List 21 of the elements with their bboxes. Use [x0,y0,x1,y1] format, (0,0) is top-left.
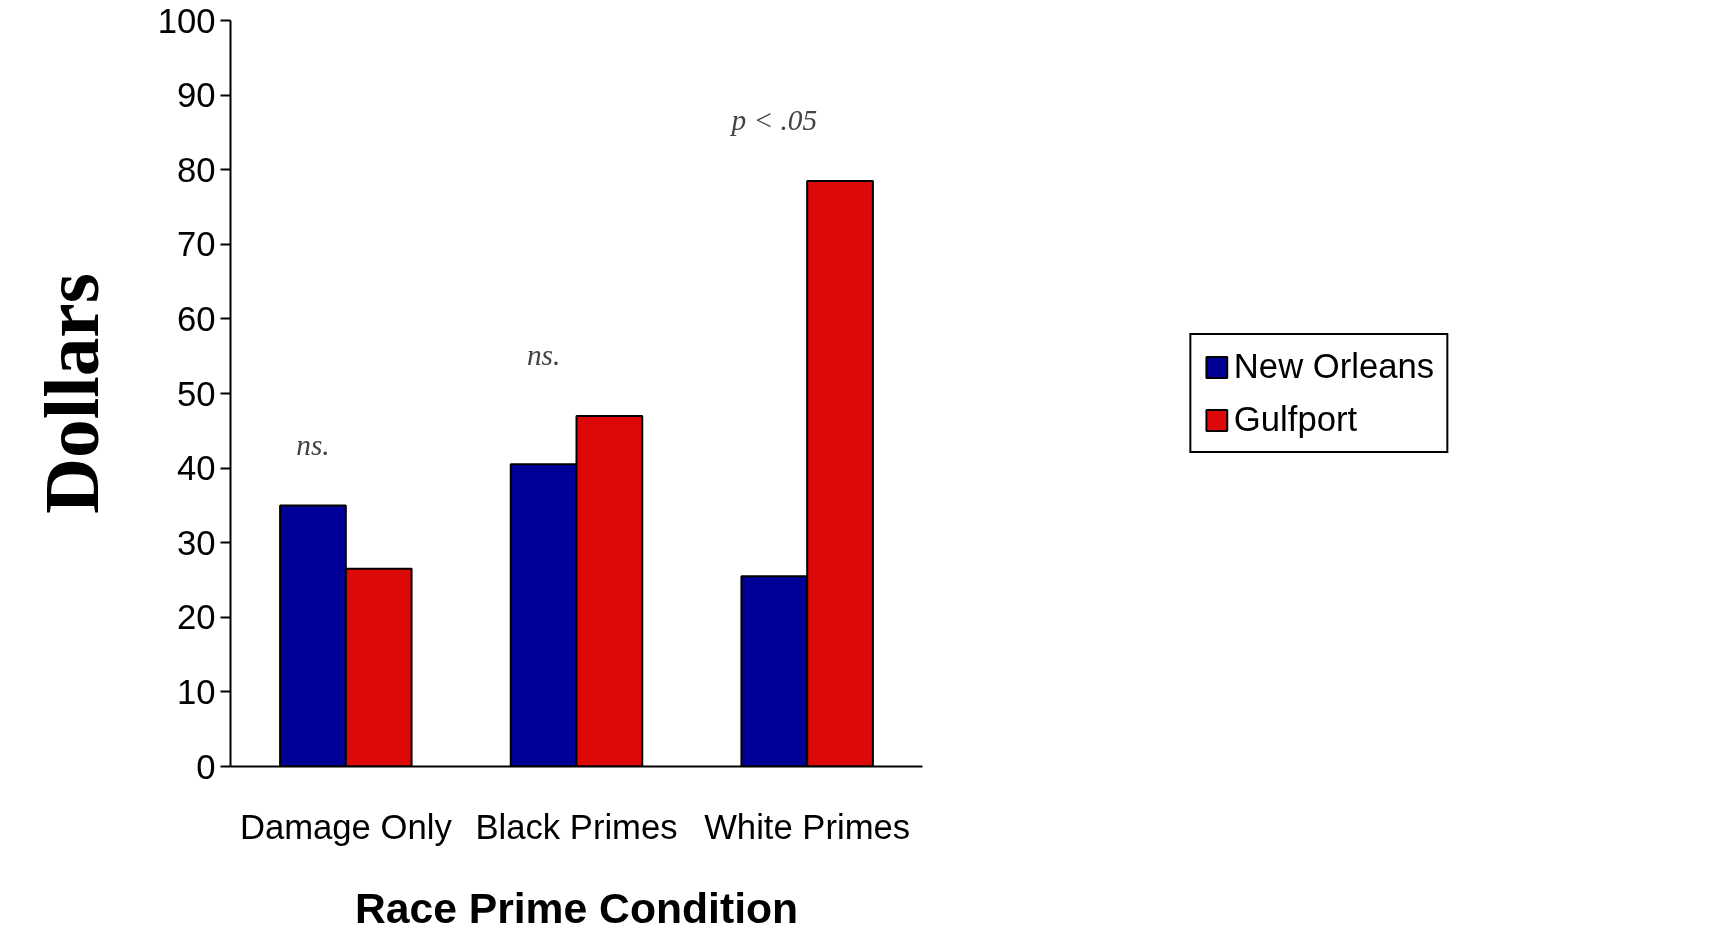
y-tick-label: 80 [176,150,216,189]
y-tick-label: 50 [176,374,216,413]
y-tick-label: 90 [176,76,216,115]
annotation: ns. [296,428,330,461]
annotation: ns. [526,339,561,372]
x-tick-label: White Primes [704,807,911,846]
y-tick-label: 0 [196,747,216,786]
y-tick-label: 20 [176,598,216,637]
y-tick-label: 100 [157,1,216,40]
x-tick-label: Black Primes [475,807,678,846]
y-tick-label: 60 [176,299,216,338]
legend-label: Gulfport [1233,400,1358,439]
x-axis-title: Race Prime Condition [354,883,799,932]
y-tick-label: 70 [176,225,216,264]
y-tick-label: 40 [176,449,216,488]
y-axis-title: Dollars [28,273,115,514]
annotation: p < .05 [729,104,818,137]
y-tick-label: 10 [176,672,216,711]
legend-label: New Orleans [1233,347,1435,386]
y-tick-label: 30 [176,523,216,562]
x-tick-label: Damage Only [239,807,453,846]
